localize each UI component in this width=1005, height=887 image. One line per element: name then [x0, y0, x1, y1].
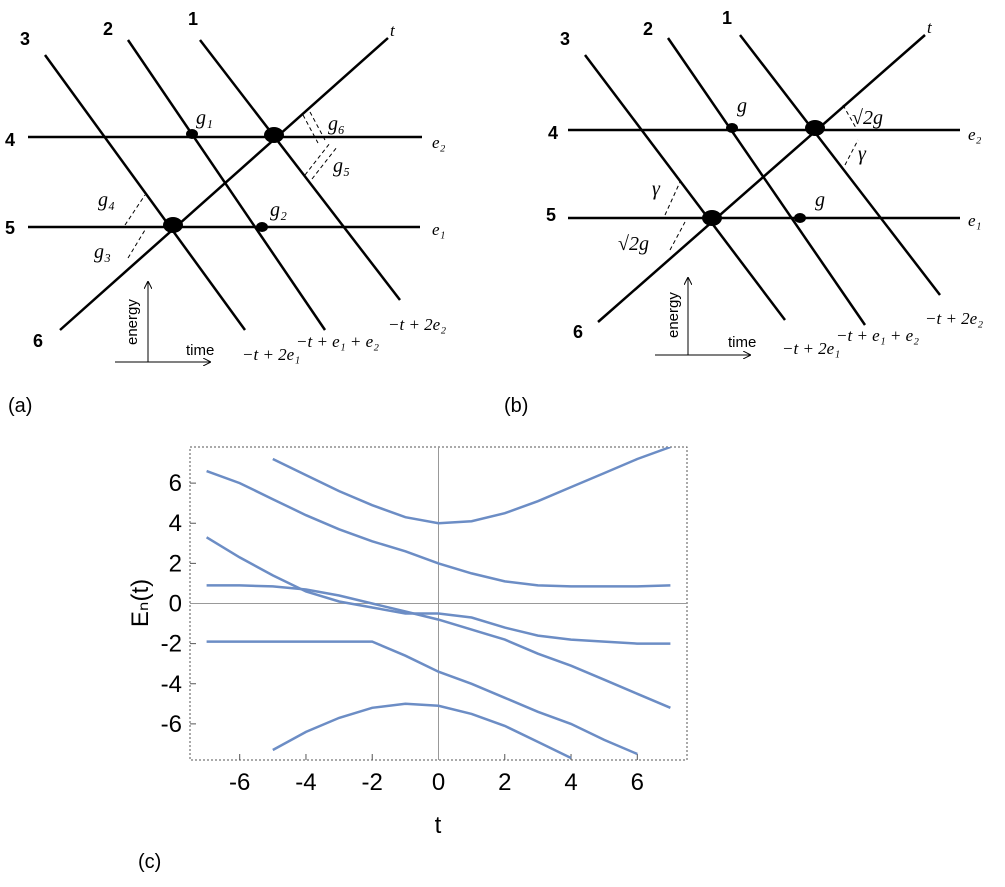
panel-label: (c)	[138, 851, 161, 873]
dashed-link	[127, 229, 146, 259]
dashed-link	[309, 111, 326, 141]
x-tick-label: -4	[295, 769, 316, 796]
level-line	[59, 37, 389, 331]
asymptote-label: −t + e₁ + e₂	[296, 332, 379, 351]
line-number: 5	[546, 205, 556, 225]
dashed-link	[124, 194, 146, 226]
y-axis-label: Eₙ(t)	[127, 579, 154, 627]
coupling-label: g₃	[94, 241, 111, 263]
y-tick-label: -4	[161, 671, 182, 698]
line-number: 2	[103, 19, 113, 39]
time-label: time	[728, 334, 756, 351]
panel-label: (b)	[504, 395, 528, 417]
axis-name: t	[927, 18, 933, 37]
level-line	[739, 34, 941, 296]
asymptote-label: −t + 2e₁	[782, 339, 840, 358]
diagram-a: 1 2 3 4 5 6 t e₂ e₁ g₁ g₆ g₅ g₄ g₂ g₃ en…	[5, 9, 446, 417]
coupling-label: g	[737, 95, 747, 117]
axis-name: e₁	[432, 220, 445, 239]
crossing-dot	[163, 217, 183, 233]
coupling-label: √2g	[618, 233, 649, 255]
asymptote-label: −t + 2e₂	[925, 309, 983, 328]
x-tick-label: -2	[362, 769, 383, 796]
y-tick-label: 6	[169, 470, 182, 497]
coupling-label: g₅	[333, 155, 350, 177]
energy-curve	[272, 447, 671, 525]
crossing-dot	[702, 210, 722, 226]
axis-name: e₂	[432, 133, 446, 152]
dashed-link	[844, 139, 859, 166]
line-number: 3	[560, 29, 570, 49]
coupling-label: g₄	[98, 189, 115, 211]
crossing-dot	[805, 120, 825, 136]
coupling-label: g	[815, 189, 825, 211]
energy-curve	[206, 640, 638, 756]
level-line	[43, 54, 247, 331]
dashed-link	[664, 181, 681, 216]
x-tick-label: 2	[498, 769, 511, 796]
coupling-label: γ	[858, 143, 867, 165]
x-tick-label: -6	[229, 769, 250, 796]
energy-label: energy	[124, 299, 141, 345]
crossing-dot	[264, 127, 284, 143]
crossing-dot	[726, 123, 738, 133]
crossing-dot	[186, 129, 198, 139]
line-number: 6	[33, 331, 43, 351]
panel-label: (a)	[8, 395, 32, 417]
energy-curve	[272, 702, 572, 760]
energy-curve	[206, 469, 671, 588]
y-tick-label: 0	[169, 591, 182, 618]
line-number: 1	[722, 8, 732, 28]
asymptote-label: −t + 2e₂	[388, 315, 446, 334]
y-tick-label: -6	[161, 711, 182, 738]
line-number: 1	[188, 9, 198, 29]
line-number: 2	[643, 19, 653, 39]
energy-curve	[206, 584, 671, 709]
coupling-label: √2g	[852, 107, 883, 129]
energy-curve	[205, 536, 671, 645]
asymptote-label: −t + e₁ + e₂	[836, 326, 919, 345]
dashed-link	[304, 142, 331, 176]
crossing-dot	[256, 222, 268, 232]
level-line	[199, 39, 401, 301]
coupling-label: g₁	[196, 107, 213, 129]
asymptote-label: −t + 2e₁	[242, 345, 300, 364]
y-tick-label: 2	[169, 550, 182, 577]
line-number: 4	[548, 123, 558, 143]
crossing-dot	[794, 213, 806, 223]
dashed-link	[669, 221, 686, 251]
line-number: 6	[573, 322, 583, 342]
dashed-link	[302, 114, 319, 144]
line-number: 5	[5, 218, 15, 238]
energy-label: energy	[665, 292, 682, 338]
diagram-b: 1 2 3 4 5 6 t e₂ e₁ g √2g γ γ g √2g ener…	[504, 8, 983, 417]
axis-name: e₂	[968, 125, 982, 144]
level-line	[597, 34, 926, 323]
axis-name: e₁	[968, 211, 981, 230]
level-line	[126, 39, 327, 331]
level-line	[584, 54, 786, 321]
x-tick-label: 0	[432, 769, 445, 796]
chart-c: t Eₙ(t) (c) -6 -4 -2 0 2 4 6 -6 -4 -2 0 2 4 6	[127, 446, 688, 873]
level-line	[666, 37, 867, 326]
y-tick-label: -2	[161, 631, 182, 658]
line-number: 3	[20, 29, 30, 49]
line-number: 4	[5, 130, 15, 150]
y-tick-label: 4	[169, 510, 182, 537]
x-tick-label: 6	[631, 769, 644, 796]
time-label: time	[186, 342, 214, 359]
x-axis-label: t	[435, 812, 442, 839]
coupling-label: g₂	[270, 199, 287, 221]
x-tick-label: 4	[564, 769, 577, 796]
coupling-label: g₆	[328, 113, 345, 135]
dashed-link	[842, 104, 857, 129]
axis-name: t	[390, 21, 396, 40]
coupling-label: γ	[652, 178, 661, 200]
